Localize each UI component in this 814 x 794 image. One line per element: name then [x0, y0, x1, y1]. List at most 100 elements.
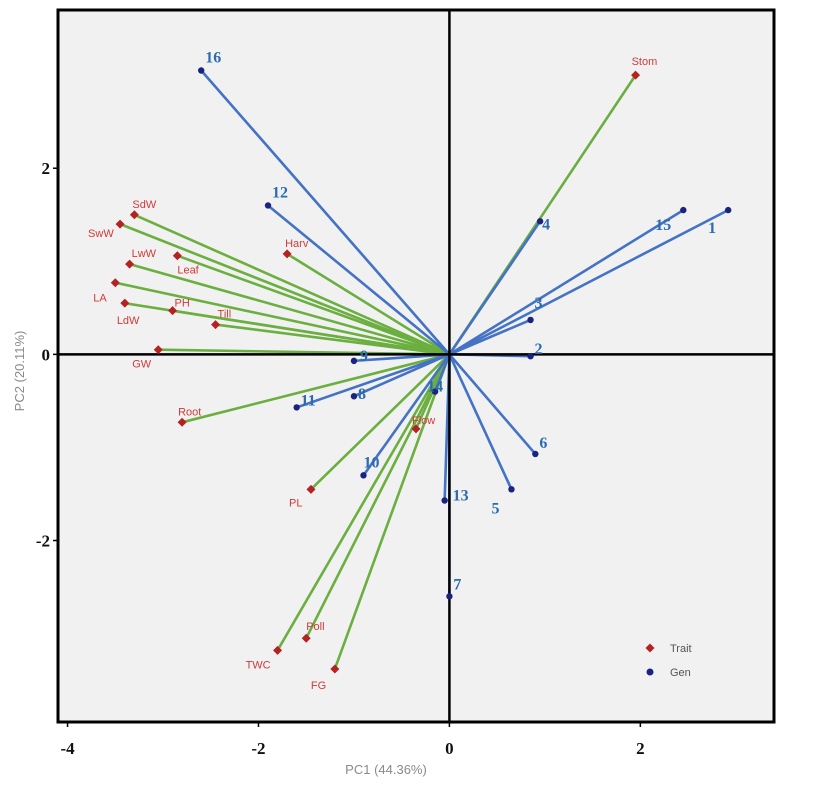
genotype-vector	[448, 208, 685, 356]
trait-marker	[110, 278, 120, 288]
trait-label: PL	[289, 497, 302, 509]
genotype-marker	[446, 593, 453, 600]
trait-label: LA	[93, 293, 107, 305]
genotype-vector	[448, 353, 513, 491]
y-tick-label: 0	[42, 345, 51, 364]
trait-label: LdW	[117, 315, 140, 327]
plot-frame	[56, 8, 776, 724]
genotype-vector	[433, 353, 451, 393]
trait-vector	[133, 213, 451, 356]
genotype-marker	[724, 206, 732, 214]
genotype-label: 7	[453, 576, 461, 593]
trait-marker	[120, 298, 130, 308]
genotype-label: 10	[363, 454, 379, 471]
trait-label: SdW	[132, 199, 156, 211]
genotype-vector	[448, 208, 730, 356]
genotype-label: 4	[542, 216, 550, 233]
trait-label: TWC	[246, 659, 271, 671]
genotype-marker	[350, 393, 358, 400]
trait-marker	[282, 249, 292, 259]
trait-vector	[304, 353, 451, 640]
trait-vector	[176, 254, 451, 356]
genotype-label: 14	[427, 379, 443, 396]
trait-label: GW	[132, 359, 152, 371]
trait-marker	[177, 417, 187, 427]
genotype-label: 5	[491, 500, 499, 517]
genotype-vector	[352, 353, 451, 398]
trait-marker	[172, 251, 182, 261]
trait-marker	[153, 345, 163, 355]
trait-vector	[214, 323, 451, 356]
genotype-vector	[448, 318, 532, 356]
trait-vector	[180, 353, 451, 424]
trait-marker	[631, 70, 641, 80]
legend-label-trait: Trait	[670, 643, 692, 655]
x-axis-title: PC1 (44.36%)	[345, 762, 427, 777]
genotype-vector	[295, 353, 451, 409]
genotype-marker	[532, 450, 539, 458]
genotype-vector	[448, 353, 537, 456]
genotype-vector	[266, 204, 451, 356]
y-tick-label: 2	[42, 159, 51, 178]
genotype-marker	[198, 67, 205, 74]
genotype-label: 15	[655, 217, 671, 234]
genotype-label: 3	[535, 295, 543, 312]
genotype-marker	[293, 404, 300, 411]
trait-vector	[276, 353, 451, 652]
trait-label: LwW	[132, 248, 157, 260]
trait-label: Till	[218, 309, 232, 321]
trait-marker	[411, 424, 421, 434]
x-tick-label: -2	[251, 739, 265, 758]
trait-vector	[333, 353, 451, 671]
trait-marker	[330, 664, 340, 674]
genotype-marker	[508, 486, 515, 493]
trait-label: Harv	[285, 238, 309, 250]
genotype-label: 1	[708, 220, 716, 237]
x-tick-label: 0	[445, 739, 454, 758]
genotype-label: 9	[360, 348, 368, 365]
trait-vector	[309, 353, 451, 491]
genotype-label: 16	[205, 49, 221, 66]
genotype-marker	[360, 472, 367, 479]
genotype-marker	[527, 316, 534, 324]
trait-vector	[118, 222, 451, 356]
genotype-vector	[362, 353, 451, 477]
genotype-marker	[441, 497, 448, 504]
trait-marker	[168, 306, 178, 316]
trait-marker	[129, 210, 139, 220]
legend: Trait Gen	[645, 643, 692, 679]
trait-marker	[125, 259, 135, 269]
trait-vector	[113, 281, 451, 356]
trait-label: Poll	[306, 621, 324, 633]
genotype-marker	[264, 202, 272, 209]
trait-label: PH	[175, 298, 190, 310]
x-tick-label: -4	[60, 739, 75, 758]
legend-marker-gen	[646, 668, 654, 676]
trait-vector	[128, 262, 451, 356]
trait-marker	[301, 633, 311, 643]
trait-marker	[273, 645, 283, 655]
trait-label: Stom	[632, 56, 658, 68]
trait-marker	[211, 320, 221, 330]
genotype-marker	[431, 388, 439, 395]
trait-vector	[123, 301, 451, 356]
genotype-marker	[680, 206, 687, 214]
trait-marker	[115, 219, 125, 229]
genotype-label: 13	[453, 487, 469, 504]
genotype-label: 12	[272, 184, 288, 201]
trait-marker	[306, 484, 316, 494]
genotype-vector	[199, 69, 451, 356]
y-tick-label: -2	[36, 532, 50, 551]
genotype-label: 6	[539, 435, 547, 452]
legend-marker-trait	[645, 643, 655, 653]
genotype-label: 11	[301, 392, 316, 409]
x-tick-label: 2	[636, 739, 645, 758]
plot-area: Stom SdW SwW LwW Leaf Harv LA PH LdW Till GW Root Fl…	[36, 8, 776, 758]
trait-label: SwW	[88, 228, 114, 240]
genotype-vector	[448, 219, 542, 356]
legend-label-gen: Gen	[670, 667, 691, 679]
y-axis-title: PC2 (20.11%)	[12, 331, 27, 412]
trait-label: Flow	[412, 415, 435, 427]
genotype-marker	[536, 218, 544, 225]
